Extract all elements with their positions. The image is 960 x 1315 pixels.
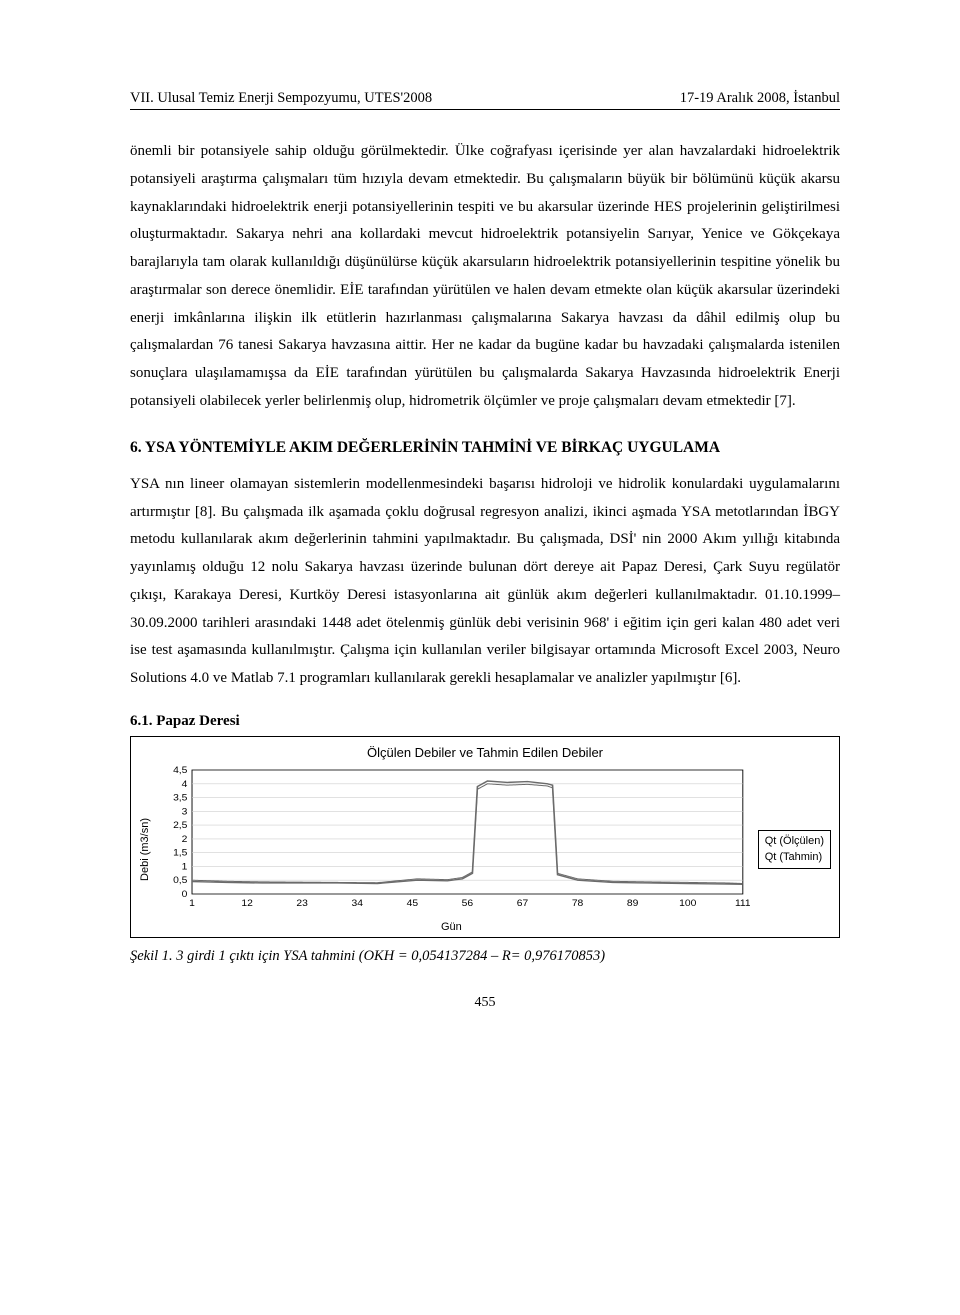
svg-text:100: 100 [679, 898, 696, 908]
svg-text:78: 78 [572, 898, 583, 908]
svg-text:2: 2 [182, 834, 188, 844]
svg-text:67: 67 [517, 898, 528, 908]
svg-text:0: 0 [182, 889, 188, 899]
svg-text:3: 3 [182, 807, 188, 817]
svg-text:1: 1 [182, 862, 188, 872]
paragraph-1: önemli bir potansiyele sahip olduğu görü… [130, 138, 840, 416]
svg-text:45: 45 [407, 898, 418, 908]
header-left: VII. Ulusal Temiz Enerji Sempozyumu, UTE… [130, 90, 432, 107]
legend-item-measured: Qt (Ölçülen) [765, 833, 824, 850]
page-number: 455 [130, 995, 840, 1011]
header-right: 17-19 Aralık 2008, İstanbul [680, 90, 840, 107]
page: VII. Ulusal Temiz Enerji Sempozyumu, UTE… [0, 0, 960, 1315]
svg-text:0,5: 0,5 [173, 876, 187, 886]
svg-text:4,5: 4,5 [173, 766, 187, 776]
figure-1-box: Ölçülen Debiler ve Tahmin Edilen Debiler… [130, 736, 840, 938]
svg-text:2,5: 2,5 [173, 820, 187, 830]
chart-title: Ölçülen Debiler ve Tahmin Edilen Debiler [139, 745, 831, 760]
chart-legend: Qt (Ölçülen) Qt (Tahmin) [758, 830, 831, 869]
page-header: VII. Ulusal Temiz Enerji Sempozyumu, UTE… [130, 90, 840, 110]
y-axis-label: Debi (m3/sn) [139, 818, 151, 881]
subsection-6-1-heading: 6.1. Papaz Deresi [130, 713, 840, 730]
svg-text:4: 4 [182, 779, 188, 789]
svg-text:89: 89 [627, 898, 638, 908]
chart-wrap: Debi (m3/sn) 0 0,5 1 1,5 2 2,5 3 3,5 4 4,5 1 12 23 34… [139, 766, 831, 933]
svg-text:56: 56 [462, 898, 473, 908]
svg-text:23: 23 [296, 898, 307, 908]
svg-text:1,5: 1,5 [173, 848, 187, 858]
section-6-heading: 6. YSA YÖNTEMİYLE AKIM DEĞERLERİNİN TAHM… [130, 436, 840, 459]
svg-text:34: 34 [352, 898, 364, 908]
legend-item-predicted: Qt (Tahmin) [765, 849, 824, 866]
svg-text:111: 111 [735, 898, 750, 908]
line-chart: 0 0,5 1 1,5 2 2,5 3 3,5 4 4,5 1 12 23 34 45 56 67 78 89 100… [153, 766, 750, 916]
x-axis-label: Gün [153, 921, 750, 933]
svg-text:3,5: 3,5 [173, 793, 187, 803]
figure-1-caption: Şekil 1. 3 girdi 1 çıktı için YSA tahmin… [130, 948, 840, 965]
svg-text:12: 12 [241, 898, 252, 908]
svg-text:1: 1 [189, 898, 195, 908]
paragraph-2: YSA nın lineer olamayan sistemlerin mode… [130, 471, 840, 693]
